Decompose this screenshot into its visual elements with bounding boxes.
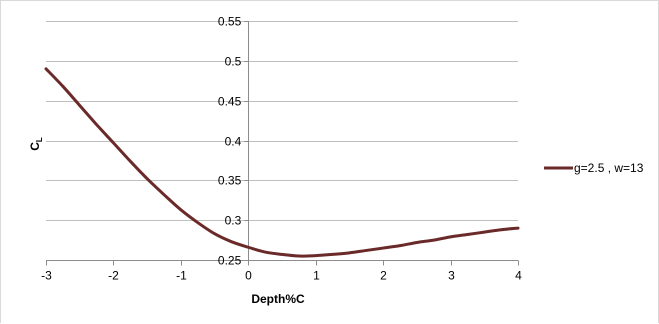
y-tick-label: 0.5 [225,55,242,69]
legend-label: g=2.5 , w=13 [574,161,644,175]
y-tick-label: 0.35 [218,174,242,188]
y-tick-label: 0.3 [225,214,242,228]
series-layer [44,67,520,258]
x-tick-label: -1 [176,269,187,283]
grid-layer [46,21,518,221]
x-tick-label: -3 [41,269,52,283]
x-axis-title: Depth%C [251,292,305,306]
x-tick-label: 1 [313,269,320,283]
y-axis-title: CL [28,137,44,151]
y-tick-label: 0.55 [218,15,242,29]
x-tick-label: -2 [108,269,119,283]
y-tick-label: 0.25 [218,254,242,268]
x-tick-label: 2 [380,269,387,283]
y-axis-title-sub: L [35,137,44,142]
legend: g=2.5 , w=13 [544,161,644,175]
y-tick-label: 0.45 [218,95,242,109]
label-layer: 0.25 0.3 0.35 0.4 0.45 0.5 0.55 -3 -2 -1 0 1 2 3 4 [41,15,522,283]
x-tick-label: 3 [448,269,455,283]
svg-text:CL: CL [28,137,44,151]
series-line [44,67,520,258]
axis-layer [46,21,519,266]
y-tick-label: 0.4 [225,135,242,149]
x-tick-label: 0 [245,269,252,283]
x-tick-label: 4 [515,269,522,283]
y-axis-title-main: C [28,142,42,151]
